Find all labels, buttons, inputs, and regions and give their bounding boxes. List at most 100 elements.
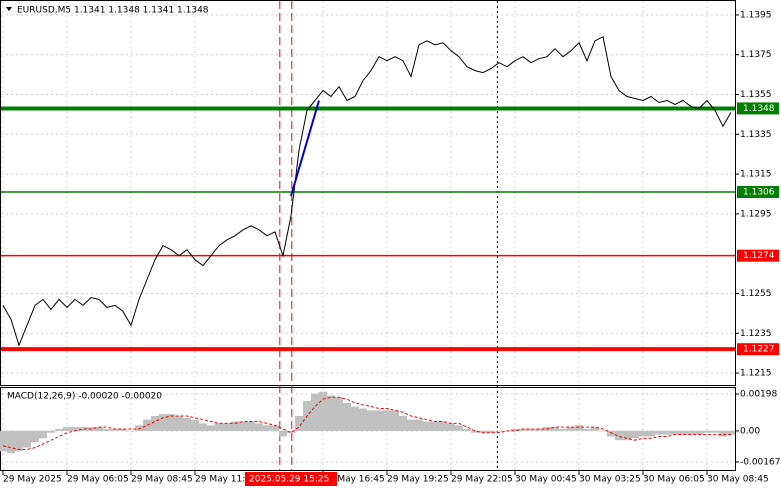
macd-bar bbox=[79, 427, 87, 431]
x-tick-label: 30 May 08:45 bbox=[707, 475, 769, 485]
macd-bar bbox=[591, 427, 599, 431]
level-label: 1.1274 bbox=[743, 251, 775, 261]
macd-bar bbox=[551, 427, 559, 431]
macd-bar bbox=[119, 429, 127, 431]
y-tick-label: 1.1315 bbox=[740, 170, 772, 180]
macd-bar bbox=[615, 430, 623, 441]
y-tick-label: -0.00167 bbox=[740, 457, 780, 467]
macd-bar bbox=[407, 419, 415, 431]
macd-bar bbox=[359, 408, 367, 431]
macd-bar bbox=[223, 423, 231, 431]
macd-bar bbox=[655, 430, 663, 435]
macd-bar bbox=[143, 419, 151, 431]
macd-bar bbox=[175, 415, 183, 431]
macd-bar bbox=[199, 423, 207, 431]
macd-bar bbox=[623, 430, 631, 441]
macd-bar bbox=[15, 430, 23, 452]
macd-bar bbox=[727, 430, 735, 435]
macd-bar bbox=[671, 430, 679, 435]
macd-bar bbox=[455, 425, 463, 431]
macd-bar bbox=[471, 430, 479, 433]
level-label-box bbox=[737, 343, 779, 356]
macd-bar bbox=[215, 423, 223, 431]
y-tick-label: 0.00198 bbox=[740, 389, 777, 399]
y-tick-label: 1.1295 bbox=[740, 209, 772, 219]
y-tick-label: 1.1255 bbox=[740, 289, 772, 299]
macd-bar bbox=[559, 429, 567, 431]
macd-bar bbox=[335, 397, 343, 431]
x-tick-label: 29 May 06:05 bbox=[67, 475, 129, 485]
macd-bar bbox=[567, 427, 575, 431]
macd-bar bbox=[391, 410, 399, 431]
price-line bbox=[2, 36, 732, 347]
x-tick-label: 29 May 16:45 bbox=[323, 475, 385, 485]
level-label: 1.1306 bbox=[743, 188, 775, 198]
macd-bar bbox=[439, 421, 447, 431]
trend-line bbox=[290, 100, 320, 197]
macd-title: MACD(12,26,9) -0.00020 -0.00020 bbox=[7, 392, 162, 402]
macd-bar bbox=[583, 429, 591, 431]
macd-bar bbox=[39, 430, 47, 439]
macd-bar bbox=[71, 427, 79, 431]
cursor-time-label: 2025.05.29 15:25 bbox=[249, 475, 329, 485]
y-tick-label: 1.1375 bbox=[740, 50, 772, 60]
macd-bar bbox=[631, 430, 639, 439]
x-tick-label: 29 May 19:25 bbox=[387, 475, 449, 485]
macd-bar bbox=[255, 423, 263, 431]
macd-bar bbox=[663, 430, 671, 435]
macd-bar bbox=[711, 430, 719, 433]
macd-bar bbox=[375, 410, 383, 431]
macd-bar bbox=[415, 419, 423, 431]
macd-bar bbox=[31, 430, 39, 443]
cursor-time-box bbox=[245, 472, 337, 486]
macd-bar bbox=[263, 425, 271, 431]
x-tick-label: 30 May 06:05 bbox=[643, 475, 705, 485]
macd-bar bbox=[431, 421, 439, 431]
macd-bar bbox=[191, 419, 199, 431]
macd-bar bbox=[639, 430, 647, 437]
signal-line bbox=[2, 396, 731, 450]
x-tick-label: 30 May 03:25 bbox=[579, 475, 641, 485]
macd-bar bbox=[527, 429, 535, 431]
macd-bar bbox=[447, 423, 455, 431]
macd-bar bbox=[479, 430, 487, 433]
macd-bar bbox=[63, 427, 71, 431]
macd-bar bbox=[0, 430, 7, 452]
macd-bar bbox=[103, 429, 111, 431]
macd-bar bbox=[231, 421, 239, 431]
level-label-box bbox=[737, 186, 779, 199]
macd-bar bbox=[127, 430, 135, 432]
macd-bar bbox=[607, 430, 615, 437]
macd-bar bbox=[135, 425, 143, 431]
macd-bar bbox=[599, 430, 607, 432]
level-label: 1.1227 bbox=[743, 345, 775, 355]
macd-bar bbox=[207, 425, 215, 431]
x-tick-label: 29 May 22:05 bbox=[451, 475, 513, 485]
chart-title: EURUSD,M5 1.1341 1.1348 1.1341 1.1348 bbox=[17, 6, 209, 16]
level-label-box bbox=[737, 102, 779, 115]
x-tick-label: 29 May 08:45 bbox=[131, 475, 193, 485]
y-tick-label: 1.1215 bbox=[740, 369, 772, 379]
macd-bar bbox=[463, 429, 471, 431]
main-panel bbox=[0, 0, 736, 386]
macd-bar bbox=[703, 430, 711, 433]
macd-bar bbox=[719, 430, 727, 437]
macd-bar bbox=[511, 429, 519, 431]
x-tick-label: 29 May 2025 bbox=[3, 475, 62, 485]
x-tick-label: 29 May 11:25 bbox=[195, 475, 257, 485]
macd-bar bbox=[47, 430, 55, 433]
macd-bar bbox=[519, 429, 527, 431]
macd-bar bbox=[495, 430, 503, 432]
macd-bar bbox=[23, 430, 31, 448]
macd-bar bbox=[159, 414, 167, 431]
macd-bar bbox=[295, 415, 303, 431]
macd-bar bbox=[319, 391, 327, 431]
macd-bar bbox=[647, 430, 655, 437]
y-tick-label: 0.00 bbox=[740, 426, 760, 436]
y-tick-label: 1.1395 bbox=[740, 10, 772, 20]
y-tick-label: 1.1335 bbox=[740, 130, 772, 140]
macd-bar bbox=[95, 427, 103, 431]
macd-bar bbox=[279, 430, 287, 437]
macd-bar bbox=[535, 429, 543, 431]
